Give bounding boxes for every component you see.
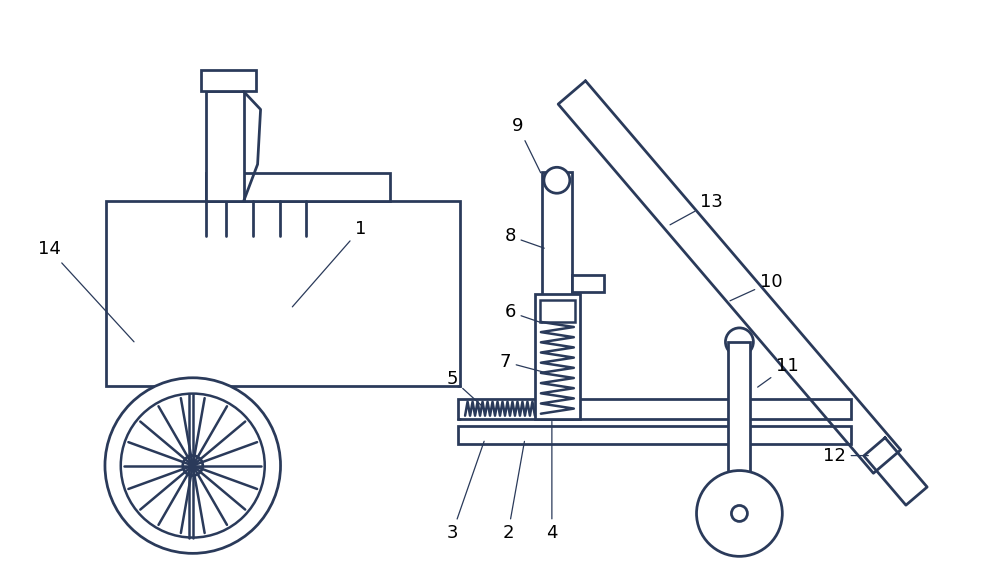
Text: 2: 2 — [502, 441, 524, 542]
Circle shape — [183, 456, 203, 475]
Circle shape — [544, 167, 570, 193]
Text: 3: 3 — [446, 441, 484, 542]
Bar — [106, 201, 460, 386]
Circle shape — [725, 328, 753, 356]
Circle shape — [697, 471, 782, 556]
Circle shape — [731, 506, 747, 521]
Text: 8: 8 — [504, 227, 544, 248]
Bar — [458, 399, 851, 418]
Text: 10: 10 — [730, 273, 783, 301]
Text: 9: 9 — [512, 118, 541, 173]
Text: 4: 4 — [546, 421, 558, 542]
Text: 7: 7 — [499, 353, 547, 373]
Text: 13: 13 — [670, 193, 723, 225]
Bar — [542, 172, 572, 418]
Text: 5: 5 — [446, 370, 483, 407]
Bar — [572, 275, 604, 292]
Bar — [458, 426, 851, 444]
Text: 14: 14 — [38, 240, 134, 342]
Bar — [535, 294, 580, 418]
Circle shape — [121, 394, 265, 538]
Bar — [206, 91, 244, 201]
Circle shape — [105, 378, 281, 553]
Text: 1: 1 — [292, 220, 366, 307]
Bar — [728, 342, 750, 482]
Bar — [206, 173, 390, 201]
Bar — [201, 69, 256, 91]
Bar — [540, 300, 575, 322]
Text: 11: 11 — [758, 357, 799, 387]
Text: 6: 6 — [504, 303, 542, 323]
Text: 12: 12 — [823, 447, 868, 464]
